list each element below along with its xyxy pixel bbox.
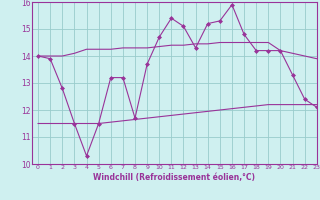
X-axis label: Windchill (Refroidissement éolien,°C): Windchill (Refroidissement éolien,°C) — [93, 173, 255, 182]
